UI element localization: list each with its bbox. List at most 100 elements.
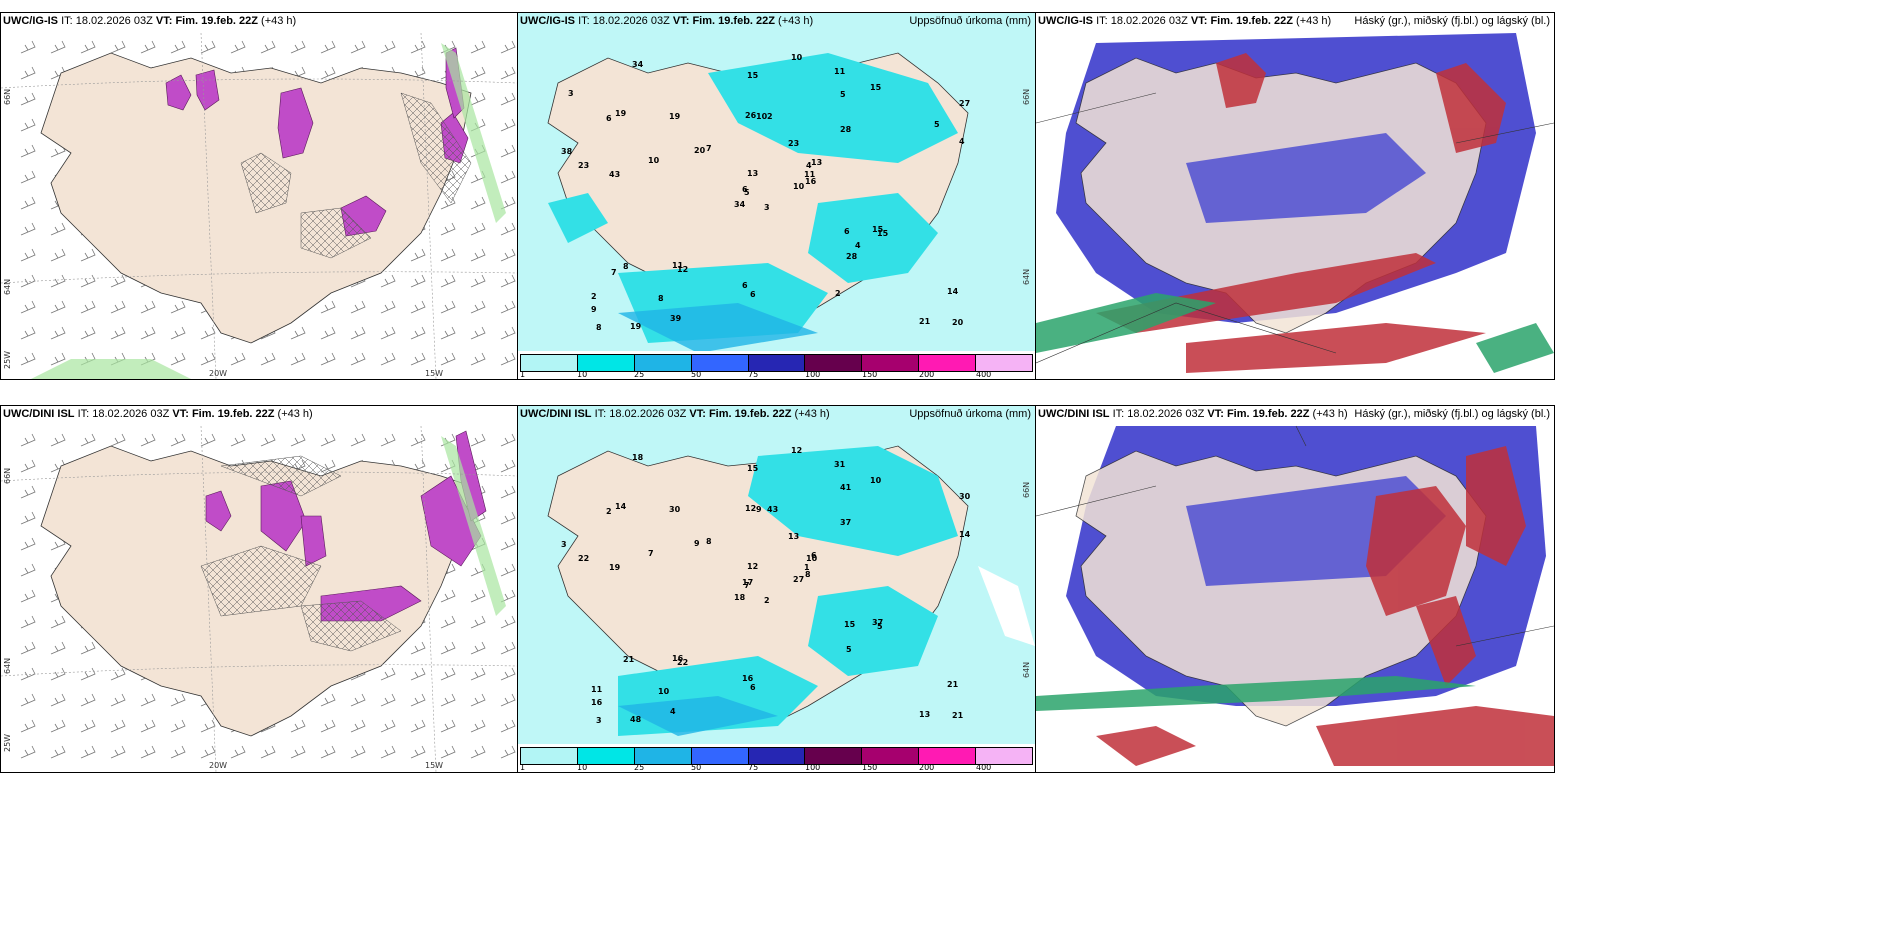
wind-barb	[470, 248, 486, 262]
precip-value-label: 13	[811, 158, 822, 167]
wind-barb	[200, 433, 216, 447]
wind-barb	[200, 719, 216, 733]
lat-label-66: 66N	[1022, 481, 1031, 498]
wind-barb	[470, 92, 486, 106]
wind-barb	[500, 667, 516, 681]
wind-barb	[320, 693, 336, 707]
wind-barb	[500, 196, 516, 210]
precip-value-label: 18	[632, 453, 644, 462]
colorbar-tick-label: 10	[577, 370, 588, 379]
wind-barb	[380, 693, 396, 707]
lon-label-15w: 15W	[425, 369, 444, 378]
wind-barb	[380, 352, 396, 366]
precip-value-label: 21	[952, 711, 964, 720]
wind-barb	[230, 745, 246, 759]
wind-barb	[320, 745, 336, 759]
wind-barb	[290, 352, 306, 366]
precip-value-label: 16	[742, 674, 754, 683]
wind-barb	[20, 352, 36, 366]
colorbar-tick-label: 25	[634, 763, 645, 772]
wind-barb	[20, 563, 36, 577]
colorbar-tick-label: 200	[919, 763, 935, 772]
wind-barb	[500, 248, 516, 262]
wind-barb	[80, 667, 96, 681]
map-snow-dini	[1, 406, 517, 772]
precip-value-label: 15	[870, 83, 882, 92]
precip-value-label: 6	[844, 227, 850, 236]
wind-barb	[350, 326, 366, 340]
cloud-green	[1036, 293, 1554, 373]
precip-value-label: 13	[919, 710, 930, 719]
wind-barb	[80, 274, 96, 288]
precip-value-label: 30	[959, 492, 971, 501]
wind-barb	[320, 300, 336, 314]
panel-snow-dini: UWC/DINI ISL IT: 18.02.2026 03Z VT: Fim.…	[0, 405, 518, 773]
wind-barb	[380, 745, 396, 759]
precip-value-label: 3	[561, 540, 567, 549]
wind-barb	[230, 40, 246, 54]
precip-value-label: 15	[872, 225, 884, 234]
wind-barb	[20, 641, 36, 655]
precip-value-label: 10	[793, 182, 805, 191]
precip-value-label: 19	[630, 322, 642, 331]
wind-barb	[380, 326, 396, 340]
precip-value-label: 15	[747, 464, 759, 473]
wind-barb	[20, 589, 36, 603]
precip-value-label: 2	[767, 112, 773, 121]
precip-value-label: 8	[623, 262, 629, 271]
colorbar-tick-label: 150	[862, 370, 878, 379]
wind-barb	[500, 537, 516, 551]
map-precip-ig: 3652412112510342043273428192623879810131…	[518, 13, 1035, 353]
colorbar-tick-label: 200	[919, 370, 935, 379]
wind-barb	[500, 563, 516, 577]
lat-label-66: 66N	[3, 467, 12, 484]
wind-barb	[440, 693, 456, 707]
wind-barb	[500, 92, 516, 106]
precip-value-label: 5	[877, 622, 883, 631]
wind-barb	[380, 300, 396, 314]
colorbar-tick-label: 150	[862, 763, 878, 772]
precip-value-label: 13	[747, 169, 758, 178]
header-cloud-ig: UWC/IG-IS IT: 18.02.2026 03Z VT: Fim. 19…	[1038, 15, 1332, 27]
precip-value-label: 48	[630, 715, 642, 724]
wind-barb	[410, 300, 426, 314]
precip-value-label: 4	[806, 161, 812, 170]
wind-barb	[500, 326, 516, 340]
colorbar-segment	[577, 748, 635, 764]
precip-value-label: 13	[788, 532, 799, 541]
wind-barb	[500, 511, 516, 525]
header-precip-ig: UWC/IG-IS IT: 18.02.2026 03Z VT: Fim. 19…	[520, 15, 814, 27]
precip-value-label: 7	[706, 144, 712, 153]
wind-barb	[500, 118, 516, 132]
lon-label-25w: 25W	[3, 733, 12, 752]
precip-value-label: 14	[615, 502, 627, 511]
wind-barb	[170, 352, 186, 366]
wind-barb	[170, 40, 186, 54]
wind-barb	[50, 667, 66, 681]
precip-value-label: 37	[872, 618, 883, 627]
wind-barb	[500, 693, 516, 707]
wind-barb	[500, 745, 516, 759]
wind-barb	[500, 66, 516, 80]
colorbar-segment	[691, 748, 749, 764]
precip-value-label: 6	[606, 114, 612, 123]
wind-barb	[350, 40, 366, 54]
wind-barb	[350, 719, 366, 733]
wind-barb	[50, 433, 66, 447]
panel-precip-dini: 2 2 7 11 10 22 31 43 41 27 18 21 19 30 18 37 48 12 13 21 8 16…	[517, 405, 1036, 773]
wind-barb	[500, 170, 516, 184]
colorbar-ig: 1 10 25 50 75 100 150 200 400	[518, 351, 1035, 379]
precip-value-label: 26	[745, 111, 757, 120]
precip-value-label: 1	[804, 563, 810, 572]
wind-barb	[410, 326, 426, 340]
wind-barb	[320, 66, 336, 80]
wind-barb	[20, 144, 36, 158]
wind-barb	[410, 745, 426, 759]
precip-value-label: 37	[840, 518, 851, 527]
wind-barb	[410, 248, 426, 262]
wind-barb	[440, 352, 456, 366]
wind-barb	[170, 300, 186, 314]
precip-value-label: 31	[834, 460, 846, 469]
precip-value-label: 5	[744, 188, 750, 197]
precip-value-label: 3	[764, 203, 770, 212]
